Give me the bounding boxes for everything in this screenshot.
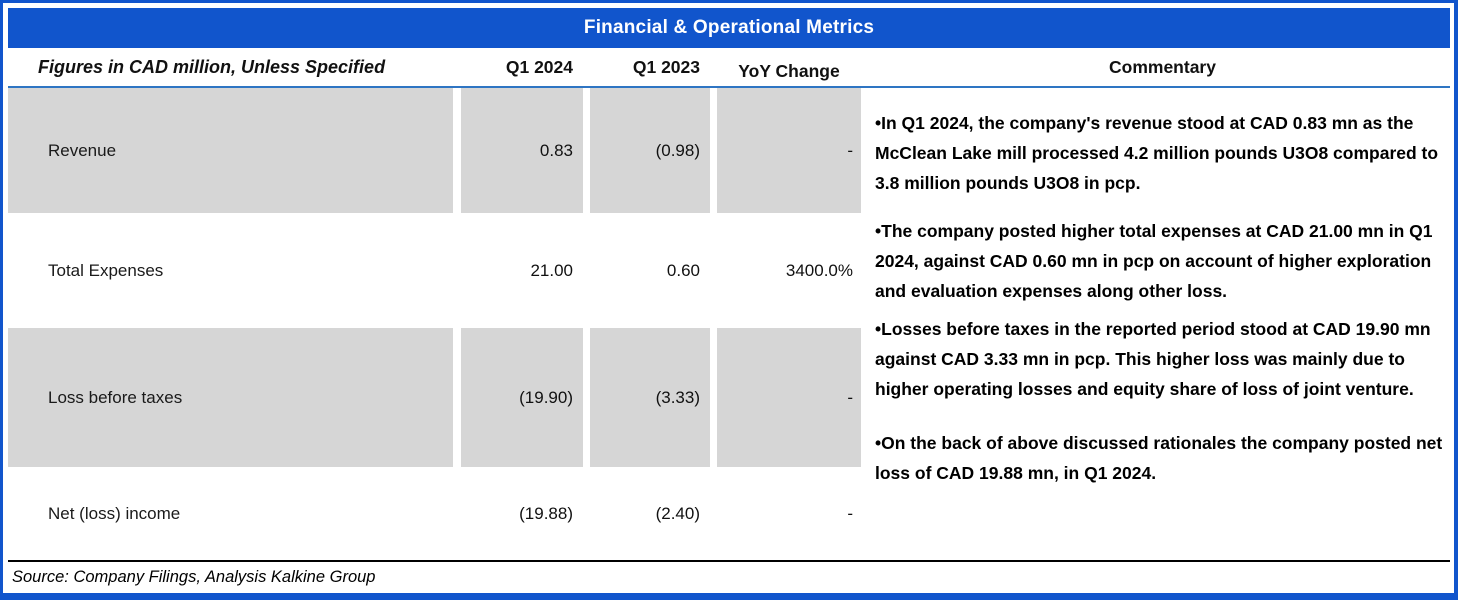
table-title: Financial & Operational Metrics	[8, 8, 1450, 48]
header-commentary: Commentary	[1109, 56, 1216, 77]
net-loss-income-q1-2024-value: (19.88)	[519, 503, 573, 523]
row-label-net-loss-income: Net (loss) income	[48, 503, 181, 523]
header-figures-note: Figures in CAD million, Unless Specified	[38, 56, 386, 77]
loss-before-taxes-q1-2024-value: (19.90)	[461, 328, 583, 467]
revenue-yoy-value: -	[717, 88, 861, 213]
header-q1-2023: Q1 2023	[632, 56, 700, 77]
total-expenses-yoy-value: 3400.0%	[785, 260, 853, 280]
loss-before-taxes-q1-2023-value: (3.33)	[590, 328, 710, 467]
header-q1-2024: Q1 2024	[505, 56, 573, 77]
table-header-row: Figures in CAD million, Unless Specified…	[8, 48, 1450, 88]
commentary-column: •In Q1 2024, the company's revenue stood…	[875, 88, 1450, 560]
revenue-q1-2024-value: 0.83	[461, 88, 583, 213]
table-body: Revenue 0.83 (0.98) - Total Expenses 21.…	[8, 88, 1450, 560]
row-label-loss-before-taxes: Loss before taxes	[8, 328, 453, 467]
revenue-q1-2023-value: (0.98)	[590, 88, 710, 213]
net-loss-income-q1-2023-value: (2.40)	[655, 503, 700, 523]
loss-before-taxes-yoy-value: -	[717, 328, 861, 467]
commentary-bullet-revenue: •In Q1 2024, the company's revenue stood…	[875, 113, 1439, 193]
total-expenses-q1-2024-value: 21.00	[530, 260, 573, 280]
commentary-bullet-total-expenses: •The company posted higher total expense…	[875, 221, 1433, 301]
row-label-revenue: Revenue	[8, 88, 453, 213]
source-note: Source: Company Filings, Analysis Kalkin…	[8, 560, 1450, 593]
header-yoy-change: YoY Change	[738, 60, 840, 81]
total-expenses-q1-2023-value: 0.60	[666, 260, 700, 280]
row-label-total-expenses: Total Expenses	[48, 260, 164, 280]
net-loss-income-yoy-value: -	[847, 503, 853, 523]
commentary-bullet-loss-before-taxes: •Losses before taxes in the reported per…	[875, 319, 1431, 399]
commentary-bullet-net-loss: •On the back of above discussed rational…	[875, 433, 1443, 483]
